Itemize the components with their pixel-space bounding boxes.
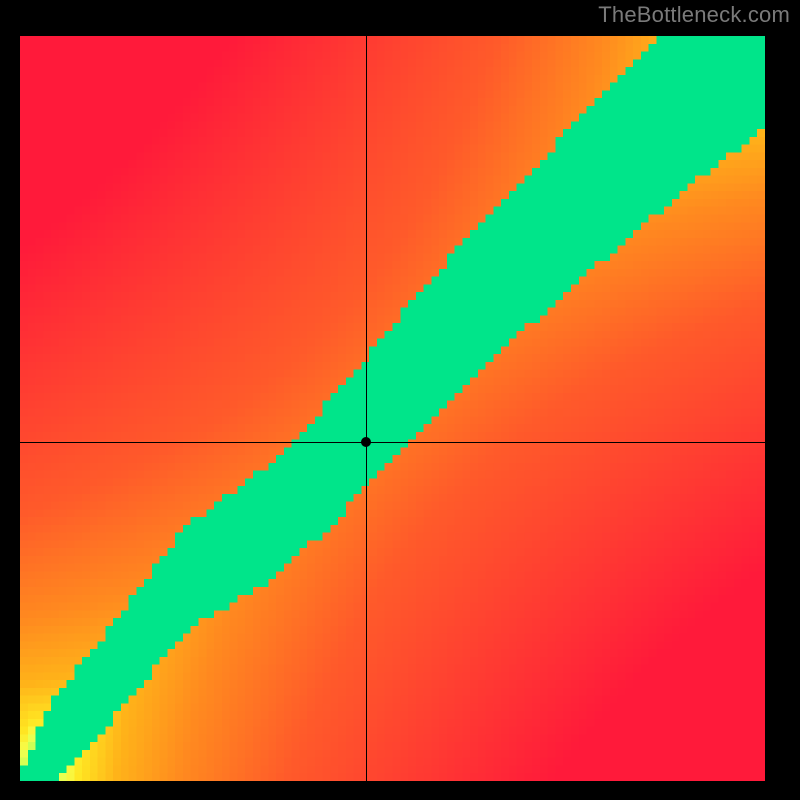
watermark-text: TheBottleneck.com [598, 2, 790, 28]
bottleneck-heatmap [20, 36, 765, 781]
data-point-marker [361, 437, 371, 447]
crosshair-horizontal [20, 442, 765, 443]
crosshair-vertical [366, 36, 367, 781]
chart-container: TheBottleneck.com [0, 0, 800, 800]
